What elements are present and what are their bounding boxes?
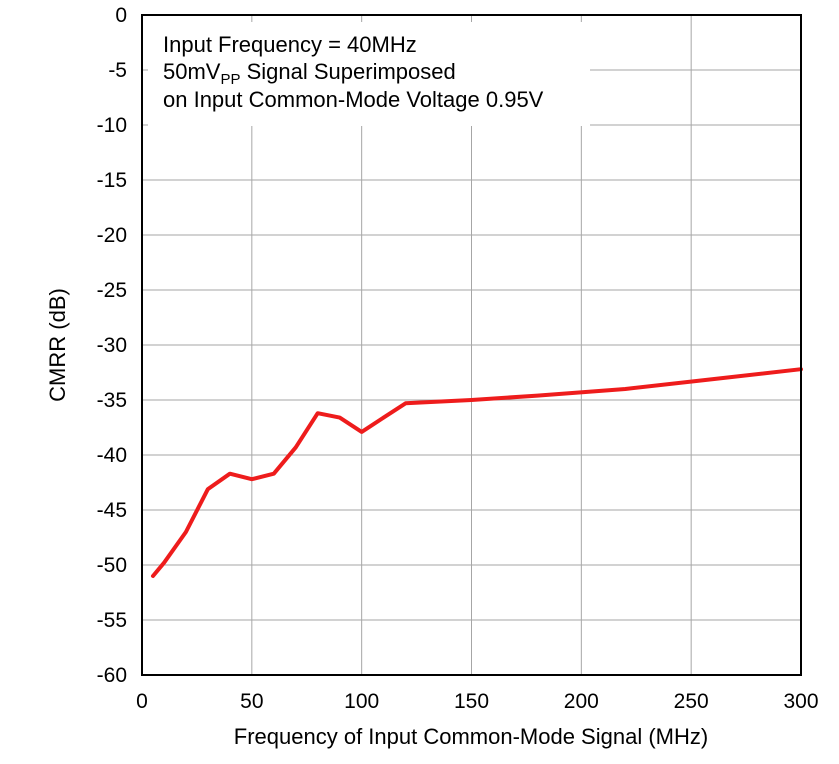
y-tick-label--35: -35 <box>97 389 127 412</box>
x-tick-label-200: 200 <box>564 690 599 713</box>
y-tick-label--40: -40 <box>97 444 127 467</box>
x-tick-label-150: 150 <box>454 690 489 713</box>
y-tick-label--10: -10 <box>97 114 127 137</box>
y-tick-label--60: -60 <box>97 664 127 687</box>
y-tick-labels: 0 -5 -10 -15 -20 -25 -30 -35 -40 -45 -50 -55 -60 <box>97 4 127 687</box>
y-gridlines <box>142 14 801 676</box>
y-tick-label--25: -25 <box>97 279 127 302</box>
y-tick-label--55: -55 <box>97 609 127 632</box>
x-tick-label-300: 300 <box>783 690 818 713</box>
y-tick-label--20: -20 <box>97 224 127 247</box>
y-tick-label--30: -30 <box>97 334 127 357</box>
annotation-line-2-suffix: Signal Superimposed <box>241 59 456 84</box>
annotation-line-3: on Input Common-Mode Voltage 0.95V <box>163 87 544 112</box>
y-tick-label--50: -50 <box>97 554 127 577</box>
annotation-line-2-prefix: 50mV <box>163 59 221 84</box>
cmrr-series-line <box>151 367 803 578</box>
x-tick-label-250: 250 <box>674 690 709 713</box>
annotation-line-1: Input Frequency = 40MHz <box>163 32 417 57</box>
y-tick-label--15: -15 <box>97 169 127 192</box>
annotation-line-2: 50mVPP Signal Superimposed <box>163 59 456 88</box>
x-tick-labels: 0 50 100 150 200 250 300 <box>136 690 818 713</box>
annotation-background <box>148 22 590 126</box>
y-tick-label--5: -5 <box>108 59 127 82</box>
y-tick-label--45: -45 <box>97 499 127 522</box>
y-tick-label-0: 0 <box>115 4 127 27</box>
x-tick-label-0: 0 <box>136 690 148 713</box>
x-tick-label-100: 100 <box>344 690 379 713</box>
y-axis-title: CMRR (dB) <box>45 288 70 402</box>
x-axis-title: Frequency of Input Common-Mode Signal (M… <box>234 724 708 749</box>
x-tick-label-50: 50 <box>240 690 263 713</box>
annotation-line-2-subscript: PP <box>220 71 240 88</box>
plot-frame <box>141 14 802 676</box>
